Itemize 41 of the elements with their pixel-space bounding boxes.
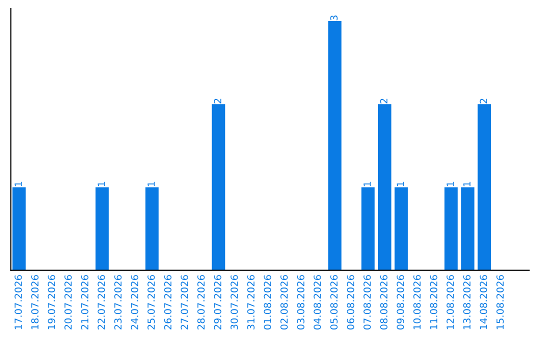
x-tick-label: 22.07.2026 [98,275,106,330]
data-label: 2 [380,98,388,104]
x-tick-label: 19.07.2026 [48,275,56,330]
x-tick-label: 02.08.2026 [280,275,288,330]
x-tick-label: 23.07.2026 [114,275,122,330]
x-tick-label: 18.07.2026 [31,275,39,330]
x-tick-label: 29.07.2026 [214,275,222,330]
data-label: 1 [396,182,404,186]
x-tick-label: 24.07.2026 [130,275,138,330]
data-label: 2 [480,98,488,104]
data-label: 3 [330,16,338,20]
x-tick-label: 12.08.2026 [446,275,454,330]
data-label: 2 [214,98,222,104]
x-tick-label: 04.08.2026 [314,275,322,330]
x-tick-label: 06.08.2026 [346,275,354,330]
x-tick-label: 25.07.2026 [148,275,155,330]
data-label: 1 [14,182,22,186]
x-tick-label: 07.08.2026 [364,275,371,330]
data-label: 1 [463,182,470,186]
x-tick-label: 17.07.2026 [14,275,22,330]
data-label: 1 [364,182,371,186]
x-tick-label: 14.08.2026 [480,275,488,330]
x-tick-label: 09.08.2026 [396,275,404,330]
x-tick-label: 05.08.2026 [330,275,338,330]
data-label: 1 [148,182,155,186]
x-tick-label: 01.08.2026 [264,275,272,330]
x-tick-label: 03.08.2026 [297,275,304,330]
x-tick-label: 08.08.2026 [380,275,388,330]
x-tick-label: 30.07.2026 [230,275,238,330]
x-tick-label: 10.08.2026 [413,275,421,330]
data-label: 1 [446,182,454,186]
x-tick-label: 27.07.2026 [180,275,188,330]
x-tick-label: 28.07.2026 [197,275,205,330]
x-tick-label: 31.07.2026 [247,275,255,330]
data-label: 1 [98,182,105,186]
x-tick-label: 26.07.2026 [164,275,172,330]
x-tick-label: 20.07.2026 [64,275,72,330]
x-tick-label: 15.08.2026 [496,275,504,330]
x-tick-label: 11.08.2026 [430,275,438,330]
x-tick-label: 13.08.2026 [463,275,471,330]
x-tick-label: 21.07.2026 [81,275,88,330]
